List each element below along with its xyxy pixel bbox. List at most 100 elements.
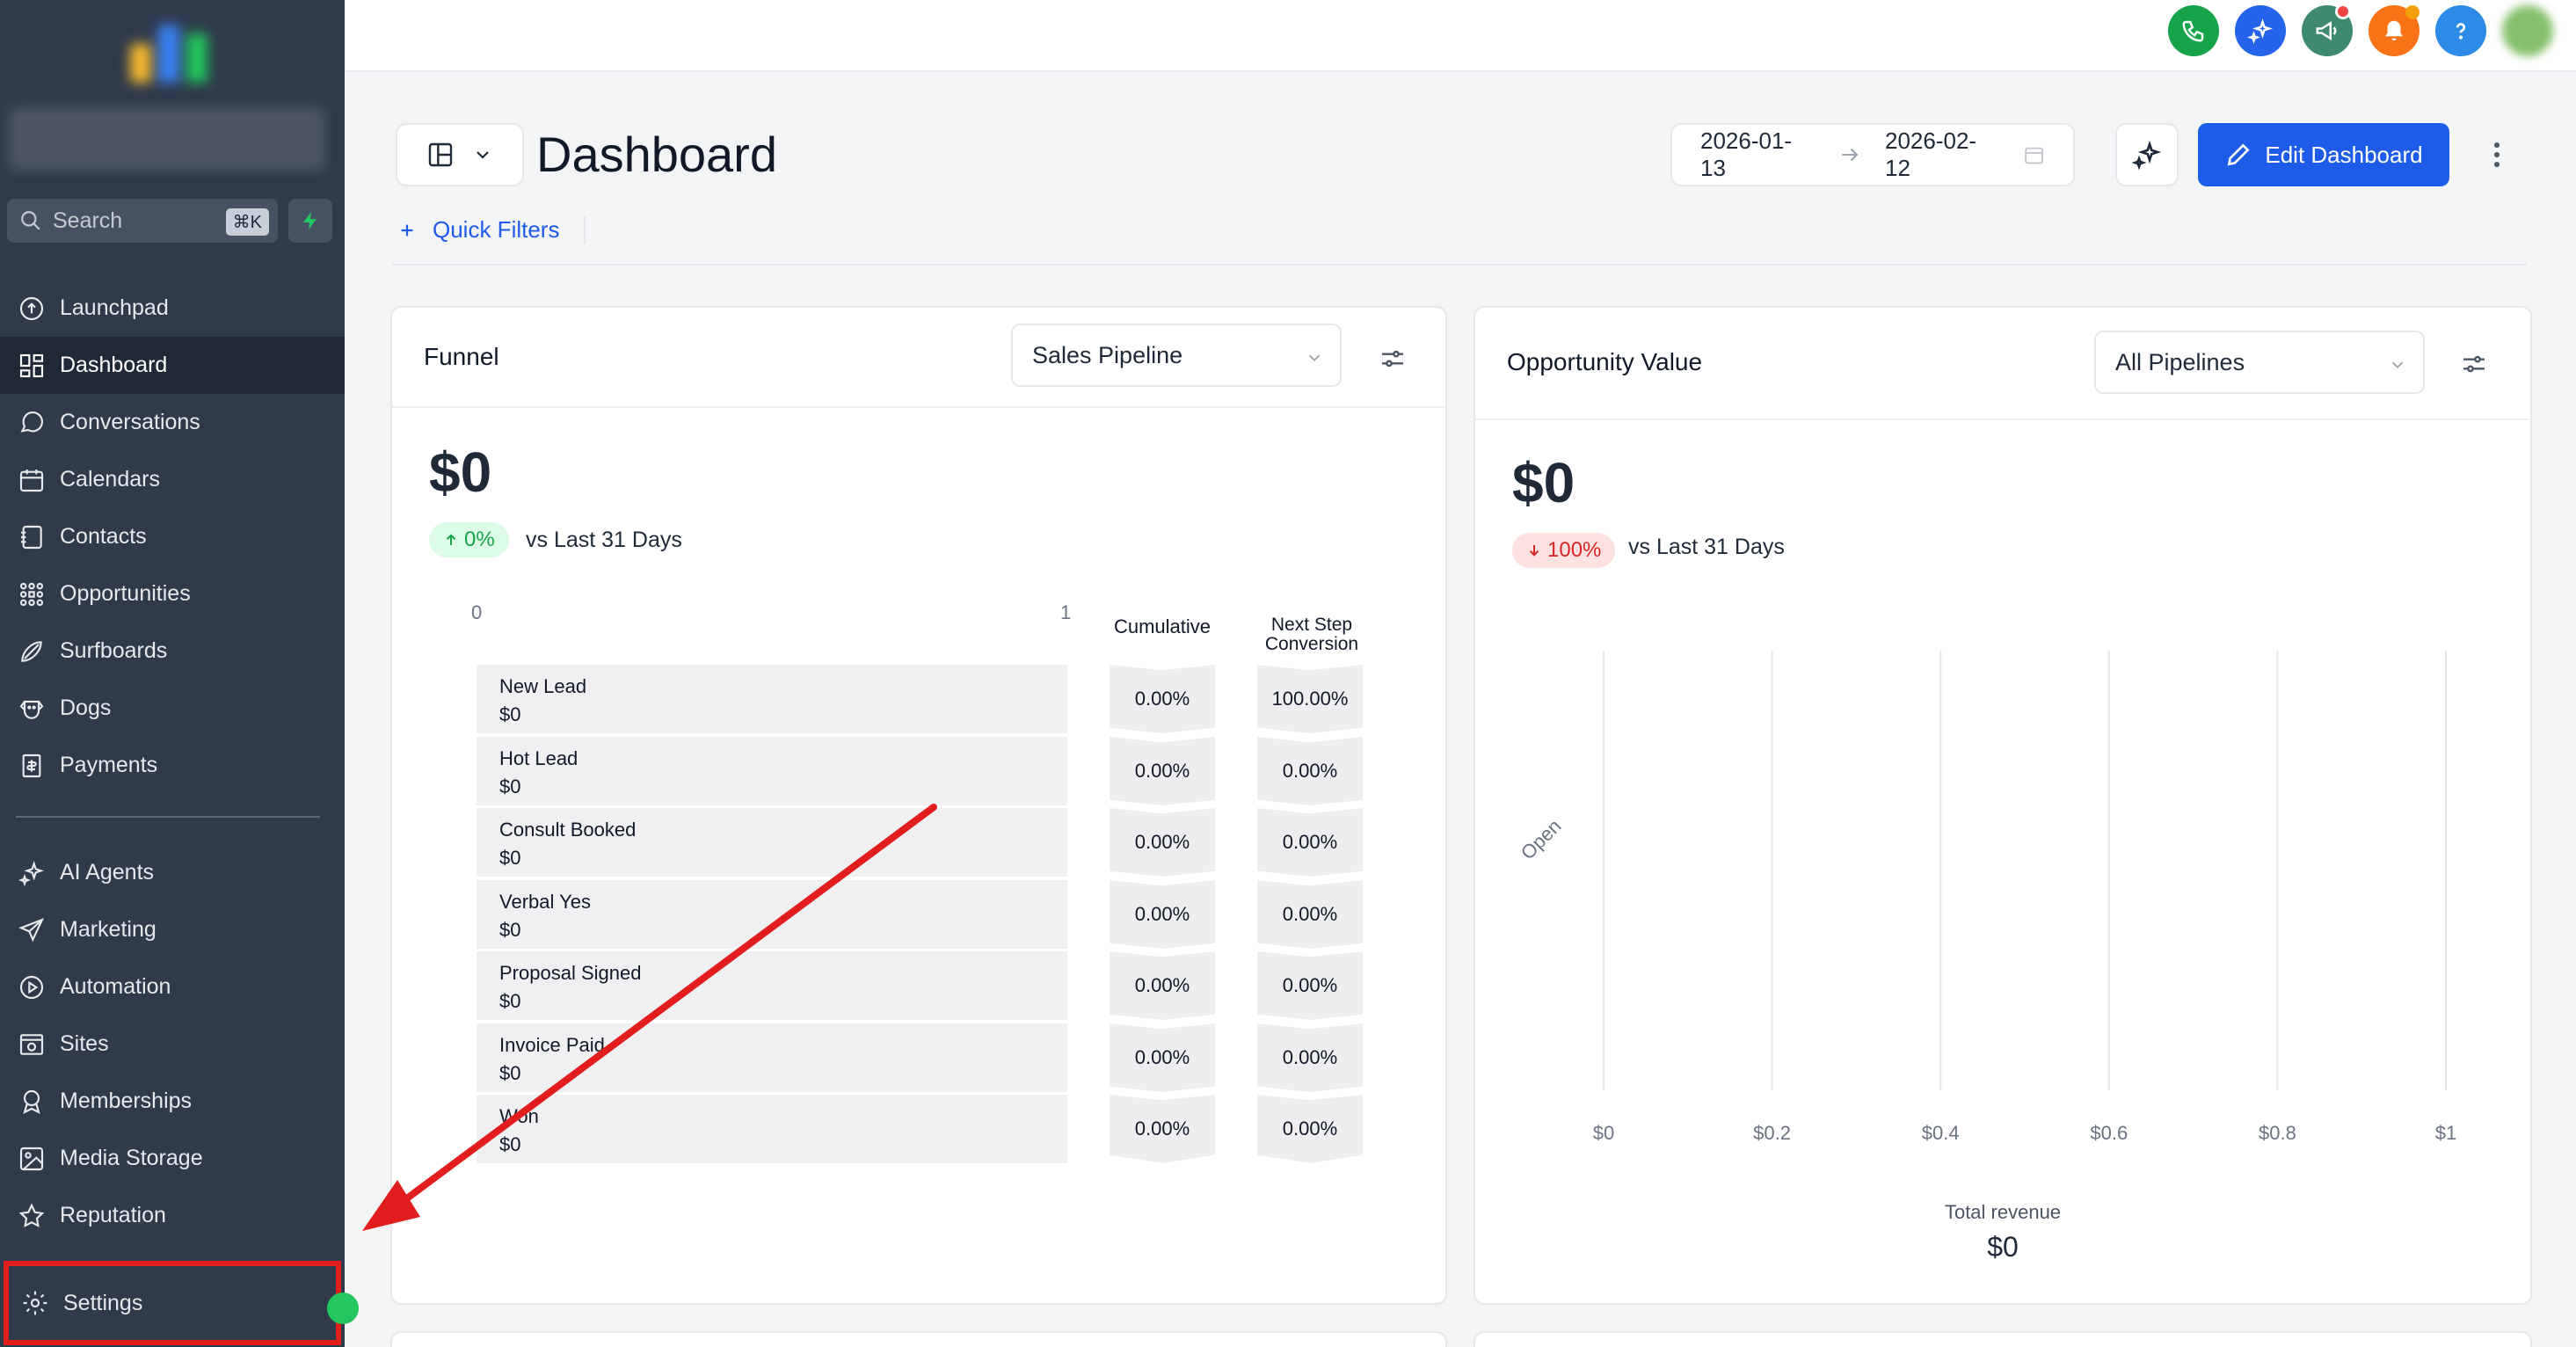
layout-toggle-button[interactable] (396, 123, 524, 186)
cumulative-cell: 0.00% (1110, 665, 1215, 733)
sidebar-item-label: Automation (60, 974, 171, 999)
sidebar-item-dashboard[interactable]: Dashboard (0, 337, 345, 394)
sidebar-item-label: AI Agents (60, 860, 155, 885)
filter-settings-icon[interactable] (1379, 345, 1407, 373)
sidebar-item-label: Settings (63, 1290, 143, 1315)
chevron-shape (1110, 808, 1215, 877)
sidebar: Search ⌘K Launchpad Dashboard Conversati… (0, 0, 345, 1347)
quick-filters-label: Quick Filters (433, 216, 560, 243)
sidebar-item-calendars[interactable]: Calendars (0, 451, 345, 508)
pipeline-select[interactable]: Sales Pipeline (1011, 324, 1342, 387)
sidebar-item-contacts[interactable]: Contacts (0, 508, 345, 565)
more-options-button[interactable] (2479, 132, 2514, 178)
sidebar-item-payments[interactable]: Payments (0, 737, 345, 794)
payments-icon (22, 754, 41, 777)
sidebar-item-media-storage[interactable]: Media Storage (0, 1130, 345, 1187)
sidebar-item-opportunities[interactable]: Opportunities (0, 565, 345, 623)
filter-settings-icon[interactable] (2460, 350, 2488, 378)
ai-assist-button[interactable] (2235, 5, 2286, 56)
quick-action-button[interactable] (288, 199, 332, 243)
sidebar-item-label: Contacts (60, 524, 147, 549)
all-pipelines-select[interactable]: All Pipelines (2094, 331, 2425, 394)
cumulative-cell: 0.00% (1110, 1023, 1215, 1092)
edit-dashboard-label: Edit Dashboard (2265, 141, 2423, 168)
launchpad-icon (19, 296, 44, 320)
sidebar-item-memberships[interactable]: Memberships (0, 1073, 345, 1130)
funnel-stage-row: Invoice Paid $0 (477, 1023, 1067, 1092)
next-step-cell: 0.00% (1257, 880, 1363, 949)
sidebar-item-surfboards[interactable]: Surfboards (0, 623, 345, 680)
chevron-shape (1110, 737, 1215, 805)
chevron-shape (1257, 665, 1363, 733)
next-step-cell: 0.00% (1257, 1023, 1363, 1092)
sidebar-item-label: Reputation (60, 1203, 166, 1227)
search-shortcut: ⌘K (225, 208, 269, 236)
notification-dot (2335, 4, 2351, 19)
all-pipelines-value: All Pipelines (2115, 348, 2245, 375)
next-step-cell: 0.00% (1257, 808, 1363, 877)
sidebar-item-label: Launchpad (60, 295, 169, 320)
sidebar-item-sites[interactable]: Sites (0, 1016, 345, 1073)
sidebar-item-reputation[interactable]: Reputation (0, 1187, 345, 1244)
cumulative-cell: 0.00% (1110, 737, 1215, 805)
sidebar-item-launchpad[interactable]: Launchpad (0, 280, 345, 337)
col-header-next-line2: Conversion (1264, 634, 1359, 654)
ai-insights-button[interactable] (2115, 123, 2179, 186)
more-dot (2494, 162, 2500, 167)
next-step-cell-value: 0.00% (1282, 1046, 1338, 1068)
search-input[interactable]: Search ⌘K (7, 199, 278, 243)
chevron-shape (1257, 880, 1363, 949)
image-icon (19, 1147, 44, 1170)
calendar-icon (19, 469, 44, 491)
funnel-title: Funnel (424, 343, 499, 370)
sidebar-item-label: Surfboards (60, 638, 168, 663)
chevron-shape (1110, 880, 1215, 949)
date-range-picker[interactable]: 2026-01-13 2026-02-12 (1670, 123, 2075, 186)
sidebar-item-automation[interactable]: Automation (0, 958, 345, 1016)
brand-logo[interactable] (130, 19, 209, 83)
chevron-down-icon (477, 151, 489, 159)
sidebar-item-label: Media Storage (60, 1146, 203, 1170)
sidebar-item-label: Dogs (60, 695, 112, 720)
cumulative-cell: 0.00% (1110, 880, 1215, 949)
top-bar (345, 0, 2576, 72)
chevron-shape (1257, 951, 1363, 1020)
stage-name: Verbal Yes (499, 891, 591, 913)
stage-value: $0 (499, 847, 521, 869)
notifications-button[interactable] (2369, 5, 2420, 56)
user-avatar[interactable] (2502, 5, 2553, 56)
cumulative-cell: 0.00% (1110, 1095, 1215, 1163)
stage-value: $0 (499, 703, 521, 725)
membership-icon (23, 1089, 40, 1114)
sidebar-item-marketing[interactable]: Marketing (0, 901, 345, 958)
notification-dot (2405, 5, 2420, 19)
funnel-change-badge: 0% (429, 522, 509, 557)
edit-dashboard-button[interactable]: Edit Dashboard (2198, 123, 2449, 186)
next-step-cell-value: 0.00% (1282, 974, 1338, 996)
cumulative-cell-value: 0.00% (1134, 1046, 1190, 1068)
x-tick-label: $0 (1593, 1122, 1614, 1144)
next-step-cell-value: 0.00% (1282, 831, 1338, 853)
next-step-cell: 100.00% (1257, 665, 1363, 733)
stage-value: $0 (499, 775, 521, 797)
funnel-axis-max: 1 (1060, 601, 1072, 623)
help-button[interactable] (2435, 5, 2486, 56)
phone-button[interactable] (2168, 5, 2219, 56)
next-step-cell: 0.00% (1257, 737, 1363, 805)
search-placeholder: Search (53, 208, 123, 233)
sidebar-item-ai-agents[interactable]: AI Agents (0, 844, 345, 901)
sites-icon (19, 1033, 44, 1055)
account-switcher[interactable] (9, 107, 325, 171)
calendar-icon (2025, 147, 2043, 164)
funnel-stage-row: Won$0 (477, 1095, 1067, 1163)
opportunity-change-value: 100% (1547, 538, 1602, 562)
cumulative-cell-value: 0.00% (1134, 688, 1190, 710)
megaphone-icon (2316, 20, 2337, 41)
sidebar-item-dogs[interactable]: Dogs (0, 680, 345, 737)
sidebar-item-conversations[interactable]: Conversations (0, 394, 345, 451)
sidebar-item-settings[interactable]: Settings (4, 1261, 341, 1345)
next-step-cell: 0.00% (1257, 1095, 1363, 1163)
opportunity-total: $0 (1512, 451, 1575, 514)
quick-filters-button[interactable]: Quick Filters (397, 216, 559, 244)
col-header-next-line1: Next Step (1270, 615, 1353, 635)
